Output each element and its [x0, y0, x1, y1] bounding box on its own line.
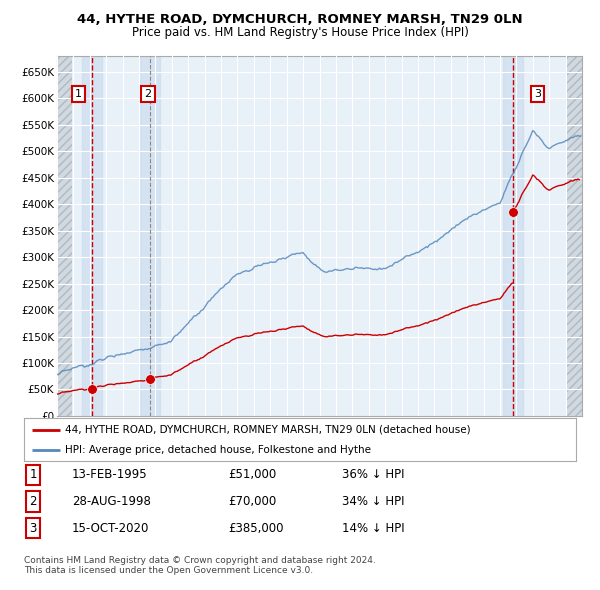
Text: 3: 3	[534, 89, 541, 99]
Text: 2: 2	[29, 495, 37, 508]
Text: £385,000: £385,000	[228, 522, 284, 535]
Bar	[567, 56, 583, 416]
Text: 14% ↓ HPI: 14% ↓ HPI	[342, 522, 404, 535]
Text: HPI: Average price, detached house, Folkestone and Hythe: HPI: Average price, detached house, Folk…	[65, 445, 371, 455]
Text: 44, HYTHE ROAD, DYMCHURCH, ROMNEY MARSH, TN29 0LN: 44, HYTHE ROAD, DYMCHURCH, ROMNEY MARSH,…	[77, 13, 523, 26]
Text: £51,000: £51,000	[228, 468, 276, 481]
Text: 15-OCT-2020: 15-OCT-2020	[72, 522, 149, 535]
Text: £70,000: £70,000	[228, 495, 276, 508]
Text: 34% ↓ HPI: 34% ↓ HPI	[342, 495, 404, 508]
Text: 28-AUG-1998: 28-AUG-1998	[72, 495, 151, 508]
Text: 13-FEB-1995: 13-FEB-1995	[72, 468, 148, 481]
Text: 1: 1	[29, 468, 37, 481]
Text: 1: 1	[75, 89, 82, 99]
Bar	[140, 56, 160, 416]
Text: Price paid vs. HM Land Registry's House Price Index (HPI): Price paid vs. HM Land Registry's House …	[131, 26, 469, 39]
Text: 3: 3	[29, 522, 37, 535]
Text: Contains HM Land Registry data © Crown copyright and database right 2024.
This d: Contains HM Land Registry data © Crown c…	[24, 556, 376, 575]
Bar	[503, 56, 523, 416]
Text: 44, HYTHE ROAD, DYMCHURCH, ROMNEY MARSH, TN29 0LN (detached house): 44, HYTHE ROAD, DYMCHURCH, ROMNEY MARSH,…	[65, 425, 471, 435]
Bar	[82, 56, 101, 416]
Text: 2: 2	[145, 89, 152, 99]
Text: 36% ↓ HPI: 36% ↓ HPI	[342, 468, 404, 481]
Bar	[57, 56, 72, 416]
